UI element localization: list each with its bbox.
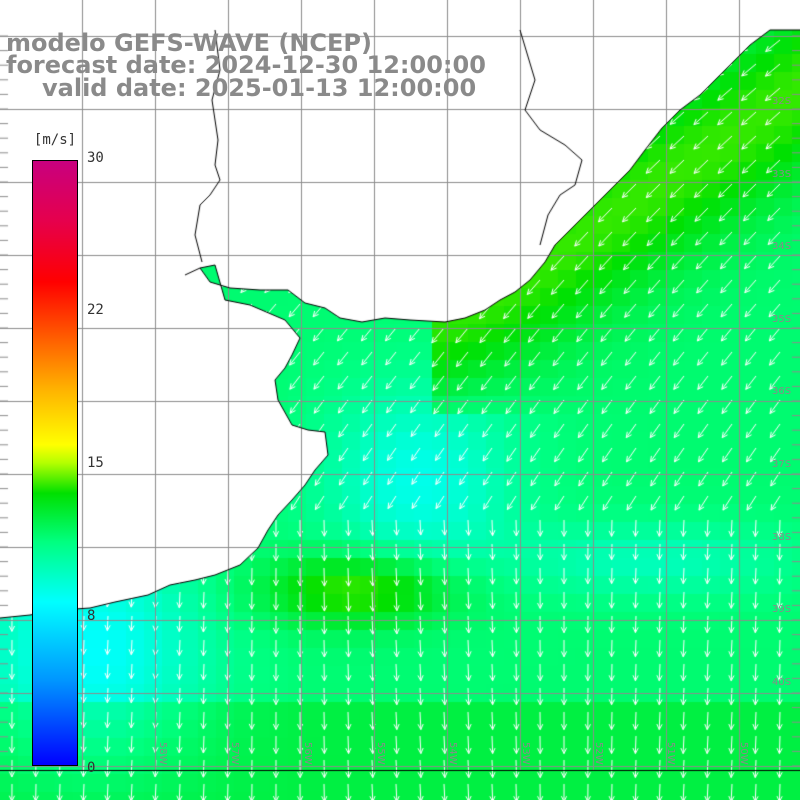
valid-date: valid date: 2025-01-13 12:00:00 bbox=[42, 74, 477, 102]
lon-label-50w: 50W bbox=[738, 742, 749, 765]
lon-label-53w: 53W bbox=[520, 742, 531, 765]
lon-label-51w: 51W bbox=[665, 742, 676, 765]
lat-label-36s: 36S bbox=[772, 386, 792, 397]
colorbar-unit: [m/s] bbox=[33, 132, 77, 148]
colorbar-tick-15: 15 bbox=[87, 455, 104, 471]
lon-label-54w: 54W bbox=[447, 742, 458, 765]
lat-label-33s: 33S bbox=[772, 169, 792, 180]
lon-label-56w: 56W bbox=[302, 742, 313, 765]
colorbar-tick-8: 8 bbox=[87, 608, 96, 624]
lat-label-32s: 32S bbox=[772, 96, 792, 107]
colorbar-tick-30: 30 bbox=[87, 150, 104, 166]
lon-label-57w: 57W bbox=[229, 742, 240, 765]
lon-label-52w: 52W bbox=[593, 742, 604, 765]
lon-label-58w: 58W bbox=[157, 742, 168, 765]
lat-label-40s: 40S bbox=[772, 677, 792, 688]
model-title: modelo GEFS-WAVE (NCEP) bbox=[6, 29, 372, 57]
lat-label-39s: 39S bbox=[772, 604, 792, 615]
colorbar-tick-22: 22 bbox=[87, 302, 104, 318]
lat-label-34s: 34S bbox=[772, 241, 792, 252]
lon-label-55w: 55W bbox=[375, 742, 386, 765]
colorbar-tick-0: 0 bbox=[87, 760, 96, 776]
lat-label-37s: 37S bbox=[772, 459, 792, 470]
colorbar bbox=[32, 160, 78, 766]
lat-label-35s: 35S bbox=[772, 314, 792, 325]
forecast-date: forecast date: 2024-12-30 12:00:00 bbox=[6, 51, 486, 79]
lat-label-38s: 38S bbox=[772, 532, 792, 543]
